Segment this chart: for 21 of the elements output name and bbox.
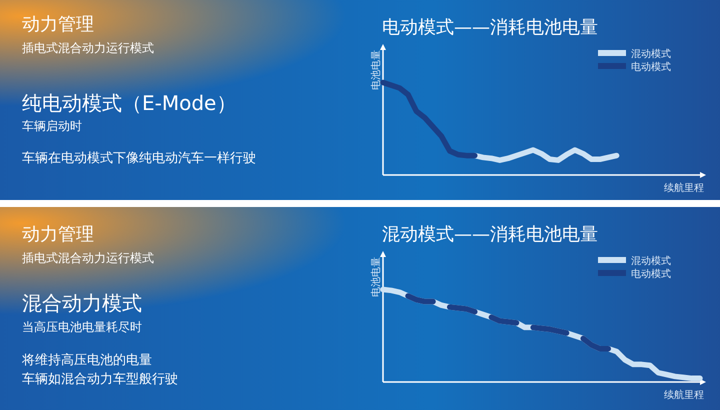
text: 当高压电池电量耗尽时 — [22, 320, 142, 334]
chart-title: 混动模式——消耗电池电量 — [382, 224, 598, 245]
text: 混合动力模式 — [22, 291, 142, 315]
text: 纯电动模式（E-Mode） — [22, 91, 236, 115]
x-axis-title: 续航里程 — [664, 389, 704, 401]
legend-label: 混动模式 — [631, 255, 671, 267]
text: 车辆在电动模式下像纯电动汽车一样行驶 — [22, 151, 256, 166]
text: 动力管理 — [22, 14, 94, 35]
legend-label: 混动模式 — [631, 48, 671, 60]
y-axis-title: 电池电量 — [370, 50, 382, 90]
y-axis-title: 电池电量 — [370, 257, 382, 297]
legend-label: 电动模式 — [631, 61, 671, 73]
text: 动力管理 — [22, 224, 94, 245]
x-axis-title: 续航里程 — [664, 182, 704, 194]
text: 将维持高压电池的电量 — [21, 352, 152, 368]
legend-label: 电动模式 — [631, 268, 671, 280]
chart-title: 电动模式——消耗电池电量 — [382, 17, 598, 38]
text: 车辆启动时 — [22, 119, 82, 133]
text: 插电式混合动力运行模式 — [22, 41, 154, 55]
text: 车辆如混合动力车型般行驶 — [22, 372, 178, 387]
text: 插电式混合动力运行模式 — [22, 251, 154, 265]
